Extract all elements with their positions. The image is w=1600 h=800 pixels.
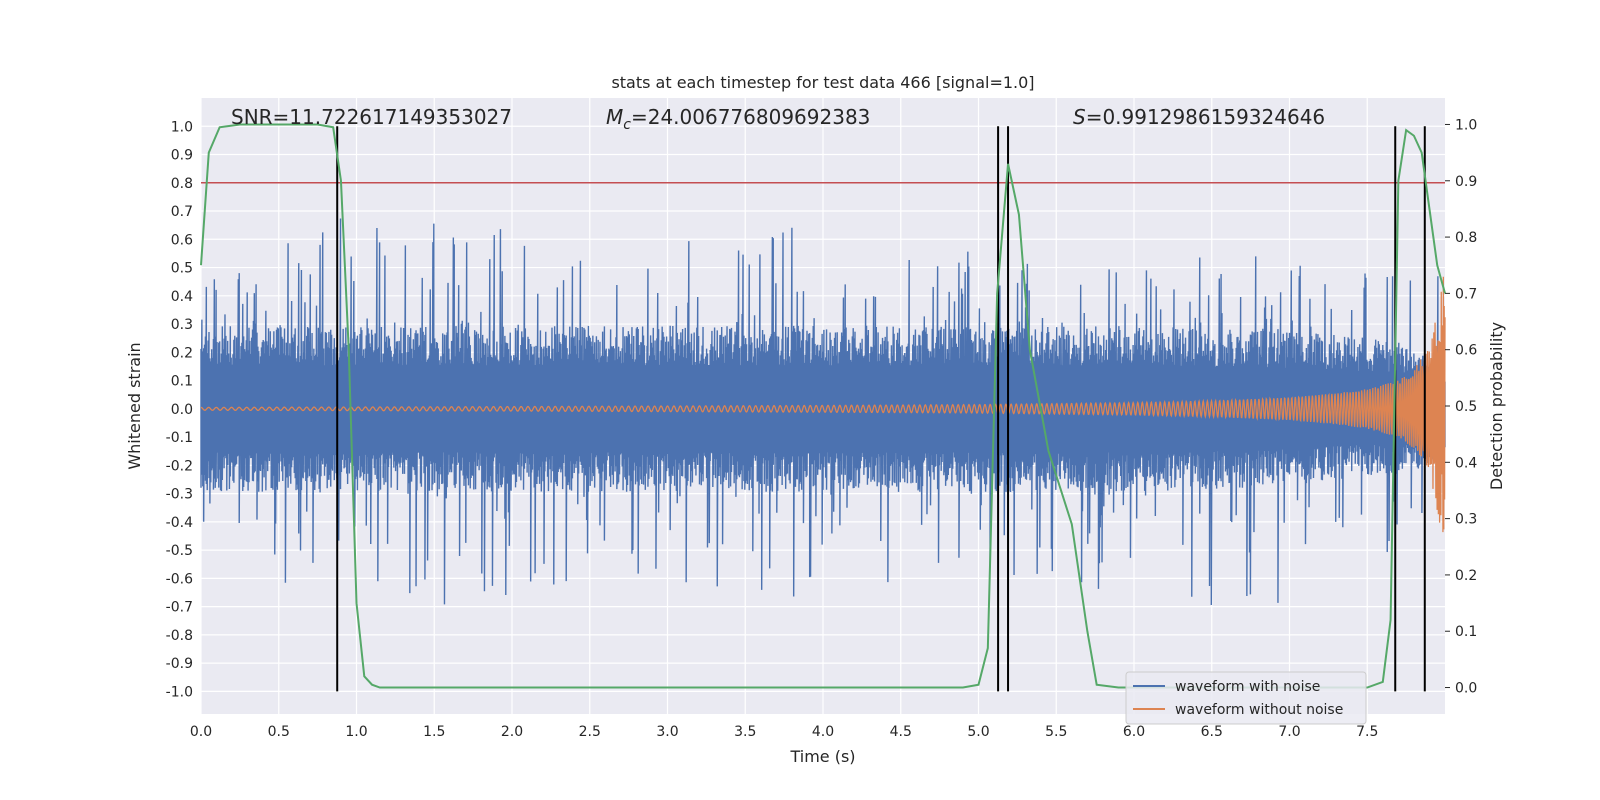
y-tick-label: -0.9 [166,656,193,672]
chirp-mass-subscript: c [623,117,631,133]
x-tick-label: 7.5 [1356,724,1378,740]
y2-tick-label: 0.0 [1455,681,1477,697]
y-tick-label: 0.3 [171,317,193,333]
y-tick-label: 0.8 [171,176,193,192]
y2-tick-label: 0.1 [1455,624,1477,640]
y-tick-label: -0.5 [166,543,193,559]
y-tick-label: 0.2 [171,345,193,361]
snr-annotation: SNR=11.722617149353027 [231,105,512,129]
x-tick-label: 7.0 [1278,724,1300,740]
legend-label-noise: waveform with noise [1175,679,1320,695]
x-tick-label: 1.0 [345,724,367,740]
series-waveform-with-noise [200,218,1446,606]
y-tick-label: -0.8 [166,628,193,644]
x-tick-label: 0.0 [190,724,212,740]
legend-box [1125,671,1367,725]
x-tick-label: 3.5 [734,724,756,740]
y-tick-label: -0.7 [166,600,193,616]
x-tick-label: 5.0 [967,724,989,740]
x-tick-label: 6.0 [1123,724,1145,740]
y-tick-label: 1.0 [171,119,193,135]
x-tick-label: 2.0 [501,724,523,740]
y-tick-label: 0.4 [171,289,193,305]
x-tick-label: 4.5 [890,724,912,740]
y-axis-left-ticks: 1.0 0.9 0.8 0.7 0.6 0.5 0.4 0.3 0.2 0.1 0.0 -0.1 -0.… [166,119,193,700]
y2-tick-label: 1.0 [1455,117,1477,133]
y-tick-label: -0.6 [166,571,193,587]
y2-axis-label: Detection probability [1487,322,1506,490]
y-tick-label: -0.1 [166,430,193,446]
chart-title: stats at each timestep for test data 466… [611,73,1034,92]
y-tick-label: -1.0 [166,684,193,700]
y2-tick-label: 0.3 [1455,512,1477,528]
y-tick-label: 0.0 [171,402,193,418]
y-tick-label: -0.4 [166,515,193,531]
y-axis-right-ticks: 1.0 0.9 0.8 0.7 0.6 0.5 0.4 0.3 0.2 0.1 0.0 [1445,117,1477,697]
x-tick-label: 1.5 [423,724,445,740]
x-axis-ticks: 0.0 0.5 1.0 1.5 2.0 2.5 3.0 3.5 4.0 4.5 5.0 5.5 6.0 6… [190,724,1379,740]
chirp-mass-annotation: Mc=24.006776809692383 [606,105,870,133]
y2-tick-label: 0.8 [1455,230,1477,246]
y-tick-label: 0.9 [171,148,193,164]
chirp-mass-symbol: M [606,105,623,129]
series-detection-probability [200,123,1446,689]
y-tick-label: -0.2 [166,458,193,474]
s-annotation: S=0.9912986159324646 [1073,105,1325,129]
y-axis-label: Whitened strain [125,342,144,469]
y-tick-label: 0.1 [171,374,193,390]
y2-tick-label: 0.2 [1455,568,1477,584]
x-axis-label: Time (s) [789,747,855,766]
y-tick-label: 0.7 [171,204,193,220]
x-tick-label: 6.5 [1201,724,1223,740]
clean-trace [200,276,1446,533]
s-value: =0.9912986159324646 [1086,105,1325,129]
y2-tick-label: 0.4 [1455,455,1477,471]
chirp-mass-value: =24.006776809692383 [631,105,870,129]
y2-tick-label: 0.5 [1455,399,1477,415]
legend: waveform with noise waveform without noi… [1125,671,1367,725]
legend-label-clean: waveform without noise [1175,702,1343,718]
y2-tick-label: 0.9 [1455,174,1477,190]
x-tick-label: 0.5 [268,724,290,740]
series-waveform-without-noise [200,276,1446,533]
s-symbol: S [1073,105,1086,129]
y-tick-label: -0.3 [166,487,193,503]
x-tick-label: 2.5 [579,724,601,740]
x-tick-label: 5.5 [1045,724,1067,740]
x-tick-label: 3.0 [656,724,678,740]
y-tick-label: 0.5 [171,261,193,277]
y2-tick-label: 0.7 [1455,286,1477,302]
noise-trace [200,218,1446,606]
y-tick-label: 0.6 [171,232,193,248]
x-tick-label: 4.0 [812,724,834,740]
y2-tick-label: 0.6 [1455,343,1477,359]
